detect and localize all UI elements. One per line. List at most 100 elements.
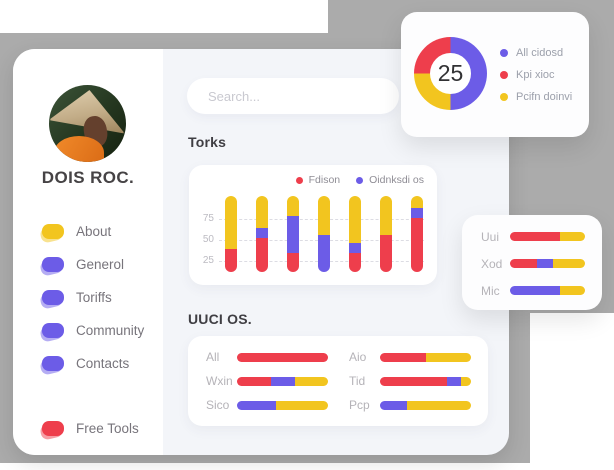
bar-segment-purple [537,259,553,268]
sidebar-menu: About Generol Toriffs Community Contacts [42,221,144,386]
stat-row-label: Aio [349,350,367,364]
stat-row-label: Mic [481,283,500,298]
stat-row-bar [510,286,585,295]
bar-segment-yellow [461,376,471,386]
torks-bar-2 [256,196,268,272]
sidebar-item-about[interactable]: About [42,221,144,241]
bar-segment-yellow [318,196,330,235]
bar-segment-yellow [559,232,585,241]
sidebar-item-free-tools[interactable]: Free Tools [42,418,139,438]
main-area: Torks Fdison Oidnksdi os 75 50 25 UUCI OS… [13,49,509,455]
torks-bar-5 [349,196,361,272]
legend-label: All cidosd [516,47,564,59]
bar-segment-red [237,352,328,362]
legend-item-fdison: Fdison [295,174,341,186]
sidebar-item-contacts[interactable]: Contacts [42,353,144,373]
ytick-50: 50 [202,234,214,245]
uuci-stats-card: All Wxin Sico Aio Tid Pcp [188,336,488,426]
search-bar[interactable] [187,78,399,114]
bar-segment-yellow [425,352,471,362]
stat-row-bar [510,259,585,268]
donut-chart: 25 [414,37,487,110]
sidebar-footer-menu: Free Tools [42,418,139,451]
stat-row-sico: Sico [206,393,328,417]
torks-bar-1 [225,196,237,272]
bar-segment-purple [237,400,277,410]
purple-dot-icon [500,49,508,57]
bar-segment-red [380,235,392,272]
bar-segment-red [237,376,271,386]
ytick-75: 75 [202,213,214,224]
torks-chart-card: Fdison Oidnksdi os 75 50 25 [189,165,437,285]
stat-row-label: Xod [481,256,503,271]
stat-row-pcp: Pcp [349,393,471,417]
sidebar-item-label: About [76,223,112,239]
sidebar-item-label: Generol [76,256,125,272]
side-stats-card: Uui Xod Mic [462,215,602,310]
stat-row-xod: Xod [481,254,585,273]
search-input[interactable] [187,78,399,114]
stat-row-bar [237,352,328,362]
bar-segment-purple [287,216,299,253]
stat-row-bar [380,400,471,410]
bar-segment-yellow [552,259,585,268]
red-dot-icon [295,176,303,184]
sidebar-item-toriffs[interactable]: Toriffs [42,287,144,307]
bar-segment-red [287,253,299,272]
stat-row-aio: Aio [349,345,471,369]
stat-row-label: Pcp [349,398,370,412]
uuci-section-title: UUCI OS. [188,311,252,327]
torks-bar-6 [380,196,392,272]
bar-segment-red [510,259,537,268]
blob-icon [42,355,64,371]
donut-card: 25 All cidosd Kpi xioc Pcifn doinvi [401,12,589,137]
profile-name: DOIS ROC. [41,168,135,187]
bar-segment-purple [447,376,461,386]
bar-segment-red [510,232,560,241]
bar-segment-yellow [295,376,328,386]
stat-row-bar [237,400,328,410]
bar-segment-yellow [559,286,585,295]
bar-segment-purple [270,376,296,386]
bar-segment-yellow [276,400,328,410]
stat-row-wxin: Wxin [206,369,328,393]
bar-segment-red [256,238,268,272]
sidebar-item-community[interactable]: Community [42,320,144,340]
stat-row-label: Tid [349,374,366,388]
background-notch [530,313,614,470]
legend-item-oidnksdi-os: Oidnksdi os [356,174,424,186]
avatar [49,85,126,162]
torks-chart-legend: Fdison Oidnksdi os [295,174,424,186]
donut-center-value: 25 [437,60,464,86]
donut-legend: All cidosd Kpi xioc Pcifn doinvi [500,45,572,111]
stat-row-label: Sico [206,398,230,412]
legend-label: Fdison [308,174,341,186]
blob-icon [42,256,64,272]
bar-segment-purple [380,400,408,410]
bar-segment-red [225,249,237,272]
bar-segment-red [349,253,361,272]
bar-segment-purple [256,228,268,238]
sidebar-item-label: Free Tools [76,420,139,436]
torks-bar-3 [287,196,299,272]
bar-segment-yellow [225,196,237,249]
torks-bar-plot [225,196,423,272]
bar-segment-purple [510,286,560,295]
bar-segment-purple [318,235,330,272]
sidebar-item-label: Toriffs [76,289,112,305]
avatar-shirt [53,135,105,162]
sidebar-item-generol[interactable]: Generol [42,254,144,274]
sidebar-item-label: Contacts [76,355,130,371]
stat-row-label: All [206,350,220,364]
bar-segment-red [380,376,448,386]
red-dot-icon [500,71,508,79]
stat-row-tid: Tid [349,369,471,393]
bar-segment-yellow [407,400,471,410]
stat-row-uui: Uui [481,227,585,246]
stat-row-mic: Mic [481,281,585,300]
sidebar-item-label: Community [76,322,145,338]
blob-icon [42,420,64,436]
blob-icon [42,289,64,305]
stat-row-all: All [206,345,328,369]
